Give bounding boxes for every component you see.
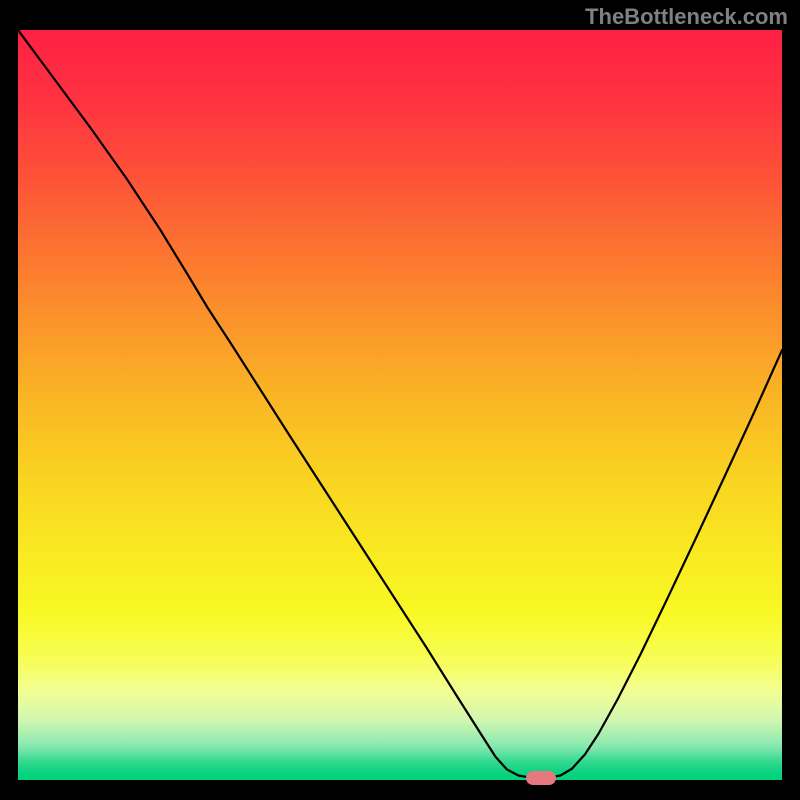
bottleneck-chart: TheBottleneck.com [0,0,800,800]
bottleneck-curve [18,30,782,780]
optimal-marker [526,771,556,785]
watermark-text: TheBottleneck.com [585,4,788,30]
plot-area [18,30,782,780]
